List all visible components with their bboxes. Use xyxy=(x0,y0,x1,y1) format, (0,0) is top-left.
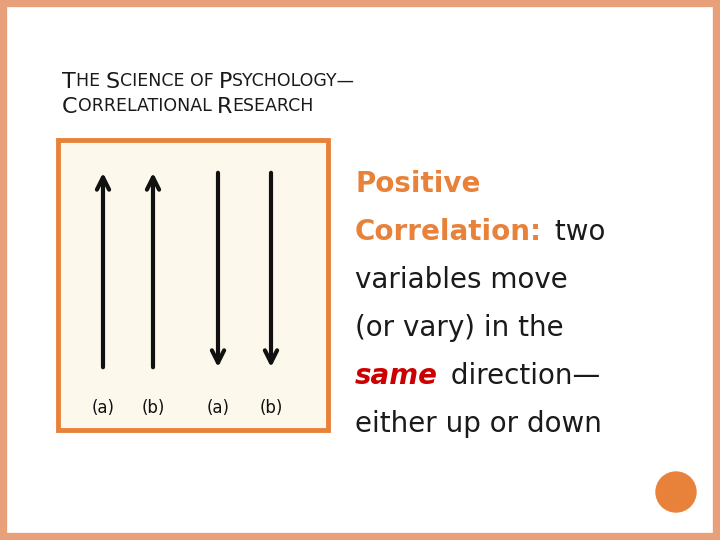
Text: P: P xyxy=(219,72,232,92)
Text: C: C xyxy=(62,97,78,117)
Text: SYCHOLOGY—: SYCHOLOGY— xyxy=(232,72,355,90)
Text: CIENCE OF: CIENCE OF xyxy=(120,72,219,90)
Text: (or vary) in the: (or vary) in the xyxy=(355,314,564,342)
Text: same: same xyxy=(355,362,438,390)
Text: (a): (a) xyxy=(207,399,230,417)
Text: ESEARCH: ESEARCH xyxy=(232,97,313,115)
Text: Correlation:: Correlation: xyxy=(355,218,542,246)
Text: T: T xyxy=(62,72,76,92)
Text: direction—: direction— xyxy=(442,362,600,390)
Text: (a): (a) xyxy=(91,399,114,417)
Text: R: R xyxy=(217,97,232,117)
Text: either up or down: either up or down xyxy=(355,410,602,438)
Text: variables move: variables move xyxy=(355,266,568,294)
Text: two: two xyxy=(546,218,606,246)
Text: S: S xyxy=(105,72,120,92)
Text: (b): (b) xyxy=(141,399,165,417)
Text: (b): (b) xyxy=(259,399,283,417)
Circle shape xyxy=(656,472,696,512)
Text: ORRELATIONAL: ORRELATIONAL xyxy=(78,97,217,115)
Text: Positive: Positive xyxy=(355,170,480,198)
Text: HE: HE xyxy=(76,72,105,90)
Bar xyxy=(58,140,328,430)
